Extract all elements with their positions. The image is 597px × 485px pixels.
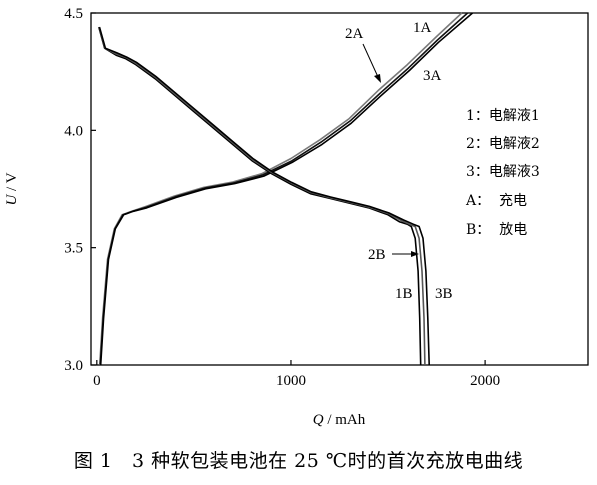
arrow-2A-head (374, 74, 381, 83)
figure-caption: 图 1 3 种软包装电池在 25 ℃时的首次充放电曲线 (73, 450, 524, 472)
legend-item-2: 2：电解液2 (466, 136, 540, 152)
y-tick-label: 3.0 (64, 358, 83, 374)
x-tick-label: 0 (93, 373, 101, 389)
label-3B: 3B (435, 286, 453, 302)
series-line-3B (98, 26, 430, 366)
label-3A: 3A (423, 68, 442, 84)
x-axis-title: Q / mAh (313, 412, 366, 428)
label-2A: 2A (345, 26, 364, 42)
x-axis-unit: mAh (335, 412, 366, 428)
x-axis-var: Q (313, 412, 324, 428)
legend-item-3: 3：电解液3 (466, 164, 540, 180)
label-1B: 1B (395, 286, 413, 302)
arrow-2A-line (362, 43, 379, 78)
label-2B: 2B (368, 247, 386, 263)
series-line-1B (98, 26, 422, 366)
legend-item-A: A： 充电 (465, 193, 527, 209)
chart: 0 1000 2000 3.0 3.5 4.0 4.5 Q / mAh U / V 2A 1… (4, 6, 589, 428)
x-tick-label: 1000 (276, 373, 306, 389)
legend: 1：电解液1 2：电解液2 3：电解液3 A： 充电 B： 放电 (465, 108, 540, 238)
y-axis-unit: V (4, 172, 20, 183)
series-line-2A (99, 12, 469, 366)
arrow-2B-head (411, 251, 419, 257)
y-axis-var: U (4, 194, 20, 206)
legend-item-1: 1：电解液1 (466, 108, 540, 124)
ticks-layer: 0 1000 2000 3.0 3.5 4.0 4.5 (64, 6, 500, 389)
y-tick-label: 4.0 (64, 123, 83, 139)
y-tick-label: 4.5 (64, 6, 83, 22)
y-axis-title: U / V (4, 172, 20, 205)
series-line-1A (98, 12, 463, 366)
x-tick-label: 2000 (470, 373, 500, 389)
plot-frame (90, 12, 589, 366)
series-line-3A (99, 12, 474, 366)
label-1A: 1A (413, 20, 432, 36)
y-tick-label: 3.5 (64, 241, 83, 257)
legend-item-B: B： 放电 (466, 222, 527, 238)
series-layer (98, 12, 474, 366)
